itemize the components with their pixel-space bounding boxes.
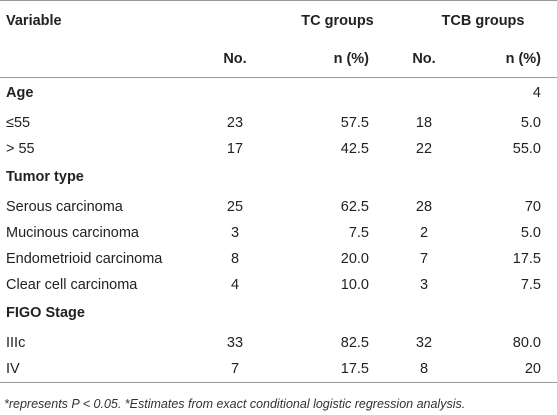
empty-cell bbox=[206, 298, 264, 328]
tc-pct-cell: 17.5 bbox=[264, 356, 389, 383]
empty-cell bbox=[389, 162, 459, 192]
section-extra-value: 4 bbox=[532, 85, 541, 101]
row-label: ≤55 bbox=[6, 115, 31, 131]
table-row: > 55 17 42.5 22 55.0 bbox=[0, 136, 557, 162]
tc-no-cell: 23 bbox=[226, 115, 244, 131]
section-header-row: FIGO Stage bbox=[0, 298, 557, 328]
empty-cell bbox=[264, 78, 389, 109]
tcb-pct-cell: 5.0 bbox=[520, 115, 541, 131]
tcb-pct-cell: 55.0 bbox=[512, 141, 541, 157]
tc-no-cell: 4 bbox=[230, 277, 240, 293]
table-footnote: *represents P < 0.05. *Estimates from ex… bbox=[4, 397, 466, 411]
tcb-no-cell: 8 bbox=[389, 356, 459, 383]
tcb-pct-cell: 70 bbox=[524, 199, 541, 215]
section-label: Tumor type bbox=[6, 169, 84, 185]
header-tc-pct: n (%) bbox=[264, 41, 389, 78]
section-extra-value bbox=[459, 298, 557, 328]
tc-pct-cell: 42.5 bbox=[340, 141, 369, 157]
table-row: Serous carcinoma 25 62.5 28 70 bbox=[0, 192, 557, 220]
empty-cell bbox=[206, 162, 264, 192]
row-label: Serous carcinoma bbox=[6, 199, 123, 215]
table-row: Mucinous carcinoma 3 7.5 2 5.0 bbox=[0, 220, 557, 246]
table-row: IIIc 33 82.5 32 80.0 bbox=[0, 328, 557, 356]
tcb-no-cell: 18 bbox=[415, 115, 433, 131]
row-label: > 55 bbox=[6, 141, 35, 157]
section-header-row: Tumor type bbox=[0, 162, 557, 192]
tcb-pct-cell: 5.0 bbox=[520, 225, 541, 241]
tc-no-cell: 3 bbox=[230, 225, 240, 241]
tc-pct-cell: 57.5 bbox=[340, 115, 369, 131]
header-tcb-groups: TCB groups bbox=[389, 0, 557, 41]
tcb-no-cell: 22 bbox=[415, 141, 433, 157]
tc-pct-cell: 62.5 bbox=[340, 199, 369, 215]
tcb-no-cell: 32 bbox=[415, 335, 433, 351]
header-tcb-pct: n (%) bbox=[459, 41, 557, 78]
empty-cell bbox=[389, 78, 459, 109]
row-label: IIIc bbox=[6, 335, 26, 351]
header-row-groups: Variable TC groups TCB groups bbox=[0, 0, 557, 41]
empty-cell bbox=[206, 78, 264, 109]
tcb-no-cell: 3 bbox=[419, 277, 429, 293]
table-row: Endometrioid carcinoma 8 20.0 7 17.5 bbox=[0, 246, 557, 272]
tcb-pct-cell: 20 bbox=[459, 356, 557, 383]
section-label: FIGO Stage bbox=[6, 305, 85, 321]
results-table: Variable TC groups TCB groups No. n (%) … bbox=[0, 0, 557, 383]
header-blank bbox=[0, 41, 206, 78]
tcb-pct-cell: 17.5 bbox=[512, 251, 541, 267]
table-row: ≤55 23 57.5 18 5.0 bbox=[0, 108, 557, 136]
tc-no-cell: 33 bbox=[226, 335, 244, 351]
table-row: Clear cell carcinoma 4 10.0 3 7.5 bbox=[0, 272, 557, 298]
tc-no-cell: 8 bbox=[230, 251, 240, 267]
tc-pct-cell: 7.5 bbox=[348, 225, 369, 241]
tcb-no-cell: 7 bbox=[419, 251, 429, 267]
tcb-no-cell: 2 bbox=[419, 225, 429, 241]
header-variable: Variable bbox=[0, 0, 206, 41]
table-body: Variable TC groups TCB groups No. n (%) … bbox=[0, 0, 557, 383]
tcb-pct-cell: 80.0 bbox=[512, 335, 541, 351]
empty-cell bbox=[264, 162, 389, 192]
section-label: Age bbox=[6, 85, 34, 101]
header-tc-groups: TC groups bbox=[206, 0, 389, 41]
tc-no-cell: 7 bbox=[206, 356, 264, 383]
tc-pct-cell: 10.0 bbox=[340, 277, 369, 293]
header-row-columns: No. n (%) No. n (%) bbox=[0, 41, 557, 78]
table-row: IV 7 17.5 8 20 bbox=[0, 356, 557, 383]
row-label: Mucinous carcinoma bbox=[6, 225, 139, 241]
section-header-row: Age 4 bbox=[0, 78, 557, 109]
tc-no-cell: 17 bbox=[226, 141, 244, 157]
tc-pct-cell: 82.5 bbox=[340, 335, 369, 351]
tc-no-cell: 25 bbox=[226, 199, 244, 215]
tc-pct-cell: 20.0 bbox=[340, 251, 369, 267]
tcb-no-cell: 28 bbox=[415, 199, 433, 215]
tcb-pct-cell: 7.5 bbox=[520, 277, 541, 293]
row-label: Clear cell carcinoma bbox=[6, 277, 138, 293]
header-tc-no: No. bbox=[206, 41, 264, 78]
row-label: IV bbox=[0, 356, 206, 383]
section-extra-value bbox=[459, 162, 557, 192]
empty-cell bbox=[264, 298, 389, 328]
row-label: Endometrioid carcinoma bbox=[6, 251, 163, 267]
empty-cell bbox=[389, 298, 459, 328]
header-tcb-no: No. bbox=[389, 41, 459, 78]
